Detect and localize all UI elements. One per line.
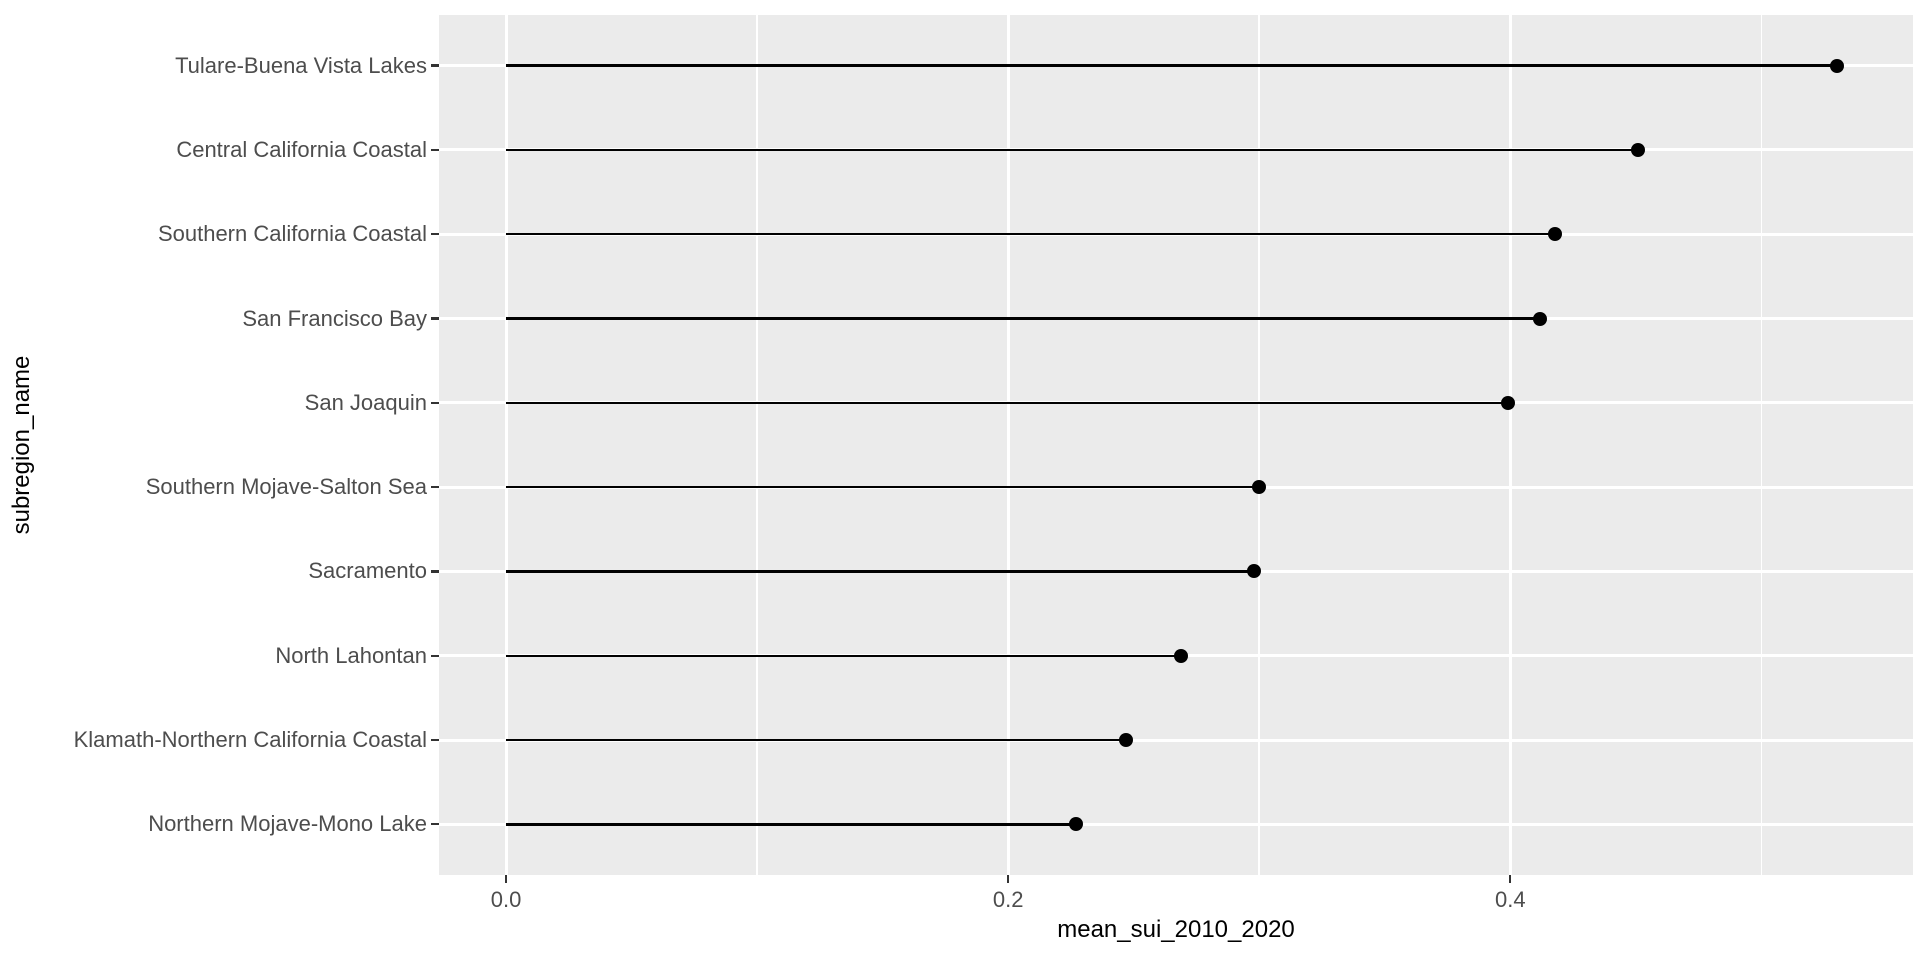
y-tick-label: Sacramento	[308, 558, 427, 584]
gridline-major-x	[1508, 15, 1512, 875]
x-axis-title: mean_sui_2010_2020	[1057, 916, 1295, 943]
lollipop-segment	[506, 64, 1837, 67]
lollipop-dot	[1533, 311, 1548, 326]
gridline-major-x	[504, 15, 508, 875]
lollipop-dot	[1068, 817, 1083, 832]
y-tick-mark	[431, 148, 439, 151]
lollipop-dot	[1252, 480, 1267, 495]
lollipop-segment	[506, 570, 1255, 573]
x-tick-label: 0.2	[992, 887, 1024, 912]
x-tick-label: 0.0	[490, 887, 522, 912]
plot-panel	[439, 15, 1913, 875]
lollipop-dot	[1247, 564, 1262, 579]
x-tick-mark	[1509, 875, 1512, 883]
x-tick-mark	[1007, 875, 1010, 883]
y-tick-label: Central California Coastal	[176, 136, 427, 162]
gridline-major-x	[1006, 15, 1010, 875]
lollipop-segment	[506, 738, 1127, 742]
x-tick-mark	[504, 875, 508, 883]
gridline-minor-x	[1258, 15, 1260, 875]
lollipop-segment	[506, 148, 1639, 152]
y-tick-mark	[431, 233, 439, 236]
y-tick-mark	[431, 654, 439, 657]
lollipop-segment	[506, 823, 1076, 826]
y-tick-label: Northern Mojave-Mono Lake	[148, 811, 427, 837]
lollipop-dot	[1500, 395, 1515, 410]
lollipop-dot	[1631, 142, 1646, 157]
y-tick-label: Tulare-Buena Vista Lakes	[175, 52, 427, 78]
y-tick-label: Southern California Coastal	[157, 221, 427, 247]
y-tick-label: San Francisco Bay	[242, 305, 427, 331]
lollipop-segment	[506, 317, 1541, 320]
x-tick-label: 0.4	[1494, 887, 1526, 912]
y-tick-label: Klamath-Northern California Coastal	[73, 727, 427, 753]
lollipop-dot	[1829, 58, 1844, 73]
y-tick-mark	[431, 317, 439, 320]
gridline-minor-x	[1760, 15, 1763, 875]
y-tick-mark	[431, 823, 439, 826]
y-tick-mark	[431, 486, 439, 489]
gridline-major-y	[439, 738, 1913, 742]
y-tick-mark	[431, 401, 439, 404]
gridline-major-y	[439, 822, 1913, 826]
lollipop-segment	[506, 485, 1260, 489]
y-tick-mark	[431, 64, 439, 67]
lollipop-dot	[1119, 733, 1134, 748]
y-tick-mark	[431, 738, 439, 742]
lollipop-segment	[506, 401, 1508, 405]
y-axis-title: subregion_name	[8, 355, 35, 535]
lollipop-segment	[506, 232, 1556, 236]
y-tick-label: Southern Mojave-Salton Sea	[145, 474, 427, 500]
lollipop-dot	[1174, 648, 1189, 663]
y-tick-mark	[431, 570, 439, 573]
gridline-minor-x	[756, 15, 758, 875]
y-tick-label: San Joaquin	[304, 389, 427, 415]
y-tick-label: North Lahontan	[275, 642, 427, 668]
lollipop-dot	[1548, 227, 1563, 242]
lollipop-segment	[506, 654, 1182, 658]
